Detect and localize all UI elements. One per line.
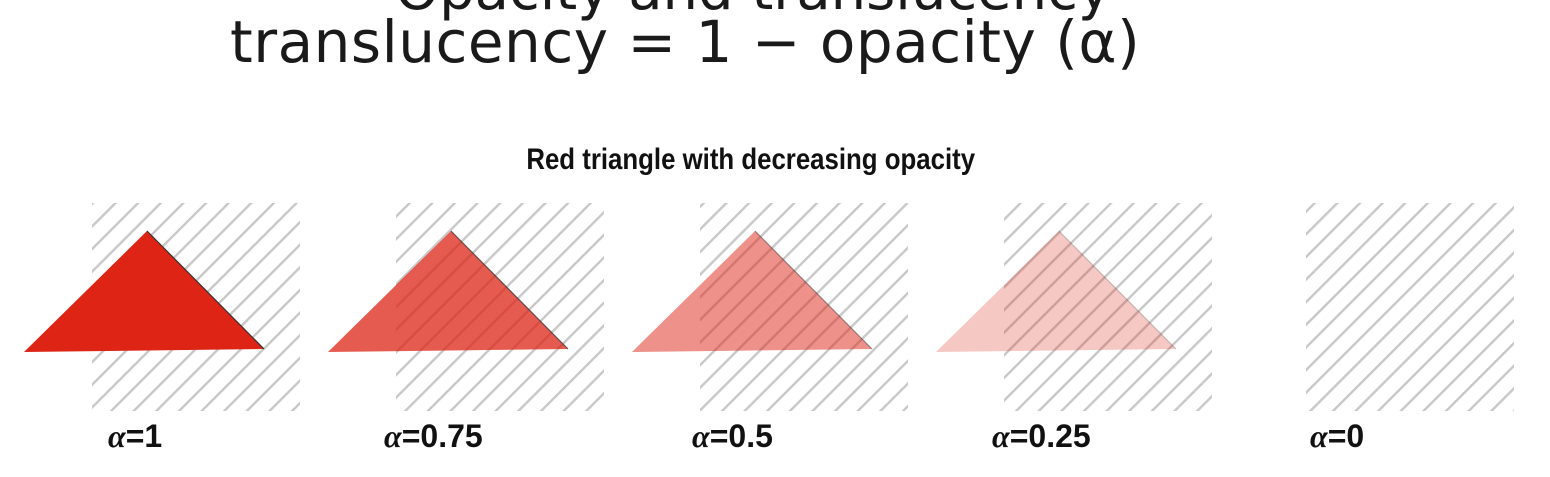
red-triangle [632, 231, 872, 352]
triangle-edge [1058, 230, 1177, 350]
alpha-value: =0 [1327, 418, 1365, 454]
alpha-symbol: α [992, 418, 1010, 454]
hatched-background [1004, 203, 1212, 411]
alpha-label-1: α=1 [108, 418, 162, 455]
alpha-label-0-25: α=0.25 [992, 418, 1091, 455]
alpha-symbol: α [1310, 418, 1328, 454]
alpha-label-0-5: α=0.5 [692, 418, 773, 455]
alpha-symbol: α [692, 418, 710, 454]
red-triangle [936, 231, 1176, 352]
alpha-label-0-75: α=0.75 [384, 418, 483, 455]
figure-title: Red triangle with decreasing opacity [526, 143, 976, 176]
slide-heading-cut: Opacity and translucency [395, 0, 1111, 23]
alpha-value: =0.5 [709, 418, 773, 454]
alpha-symbol: α [384, 418, 402, 454]
triangle-edge [146, 230, 265, 350]
triangle-edge [754, 230, 873, 350]
triangle-edge [450, 230, 569, 350]
red-triangle [328, 231, 568, 352]
alpha-symbol: α [108, 418, 126, 454]
translucency-formula: translucency = 1 − opacity (α) [230, 8, 1141, 76]
alpha-label-0: α=0 [1310, 418, 1364, 455]
alpha-value: =0.75 [401, 418, 483, 454]
alpha-value: =0.25 [1009, 418, 1091, 454]
alpha-value: =1 [125, 418, 163, 454]
hatched-background [1306, 203, 1514, 411]
red-triangle [24, 231, 264, 352]
